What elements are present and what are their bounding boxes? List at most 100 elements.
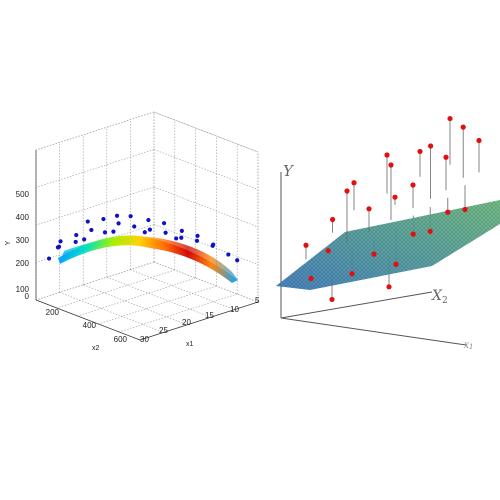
grid-line [153, 261, 259, 303]
data-point [58, 239, 63, 244]
data-point [82, 237, 87, 242]
grid-line [130, 269, 235, 310]
grid-line [153, 261, 259, 303]
z-axis-label: Y [5, 240, 12, 245]
left-grid [35, 111, 259, 341]
z-tick-label: 400 [16, 213, 30, 222]
grid-line [35, 111, 155, 151]
grid-line [35, 261, 155, 301]
data-point [388, 162, 394, 168]
regression-plane-mesh [276, 200, 500, 290]
grid-line [83, 284, 188, 326]
data-point [443, 154, 449, 160]
grid-line [59, 292, 164, 333]
data-point [235, 258, 240, 263]
x1-tick-label: 30 [140, 335, 149, 344]
data-point [179, 228, 184, 233]
left-3d-chart: 500 400 300 200 100 0 Y 200 400 600 x2 3… [5, 111, 260, 352]
data-point [462, 206, 468, 213]
data-point [163, 230, 168, 235]
data-point [410, 231, 416, 237]
grid-line [35, 149, 155, 188]
x2-axis-label: x2 [92, 345, 100, 352]
data-point [132, 224, 137, 229]
data-point [349, 271, 355, 277]
y-axis-label: Y [283, 162, 295, 180]
data-point [89, 227, 94, 233]
x1-axis-subscript: 1 [469, 343, 473, 351]
right-points [303, 115, 482, 303]
data-point [114, 213, 120, 218]
data-point [308, 275, 314, 282]
x2-tick-label: 400 [83, 321, 97, 330]
grid-line [77, 277, 196, 317]
data-point [195, 233, 200, 238]
left-surface [58, 235, 238, 283]
x1-axis-label: X [463, 342, 470, 350]
right-stems-front [305, 118, 480, 260]
data-point [351, 180, 357, 186]
data-point [410, 182, 416, 188]
data-point [226, 252, 231, 257]
z-tick-label: 200 [16, 259, 30, 268]
x2-axis-label: X [431, 288, 443, 304]
data-point [146, 217, 151, 223]
x2-axis-line [280, 291, 433, 319]
data-point [344, 188, 350, 194]
data-point [445, 209, 451, 215]
x1-axis-label: x1 [186, 341, 194, 348]
data-point [46, 256, 52, 261]
grid-line [153, 224, 259, 265]
data-point [371, 251, 377, 257]
data-point [428, 143, 434, 149]
z-tick-label: 0 [25, 292, 30, 301]
data-point [101, 216, 106, 222]
right-3d-chart: Y X 2 X 1 [276, 115, 500, 351]
data-point [73, 239, 78, 245]
x1-tick-label: 10 [230, 305, 239, 314]
data-point [417, 148, 423, 155]
data-point [74, 232, 79, 238]
data-point [325, 248, 331, 254]
data-point [447, 115, 453, 122]
grid-line [153, 186, 259, 228]
data-point [303, 242, 309, 248]
grid-line [35, 186, 155, 226]
data-point [393, 261, 399, 267]
grid-line [98, 285, 217, 325]
axis-line [139, 301, 259, 341]
data-point [161, 221, 167, 226]
data-point [179, 235, 184, 240]
x1-tick-label: 20 [182, 318, 191, 327]
data-point [194, 238, 200, 243]
data-point [111, 229, 116, 234]
data-point [330, 216, 336, 223]
data-point [329, 296, 335, 303]
z-tick-label: 100 [16, 285, 30, 294]
grid-line [153, 111, 259, 153]
z-tick-label: 500 [16, 190, 30, 199]
x1-axis-line [280, 317, 467, 346]
data-point [211, 242, 216, 247]
data-point [427, 228, 433, 234]
axis-line [35, 299, 141, 341]
x1-tick-label: 5 [255, 296, 260, 305]
data-point [128, 214, 133, 219]
data-point [460, 124, 466, 130]
data-point [392, 194, 398, 200]
data-point [476, 137, 482, 144]
grid-line [56, 269, 175, 309]
grid-line [153, 149, 259, 190]
grid-line [119, 293, 238, 333]
grid-line [106, 276, 211, 318]
left-surface-band [60, 236, 238, 280]
data-point [384, 152, 390, 158]
x2-axis-subscript: 2 [442, 296, 448, 306]
data-point [142, 230, 147, 235]
data-point [102, 230, 108, 235]
x1-tick-label: 15 [205, 311, 214, 320]
data-point [85, 219, 90, 224]
x2-tick-label: 600 [114, 335, 128, 344]
data-point [366, 206, 372, 212]
